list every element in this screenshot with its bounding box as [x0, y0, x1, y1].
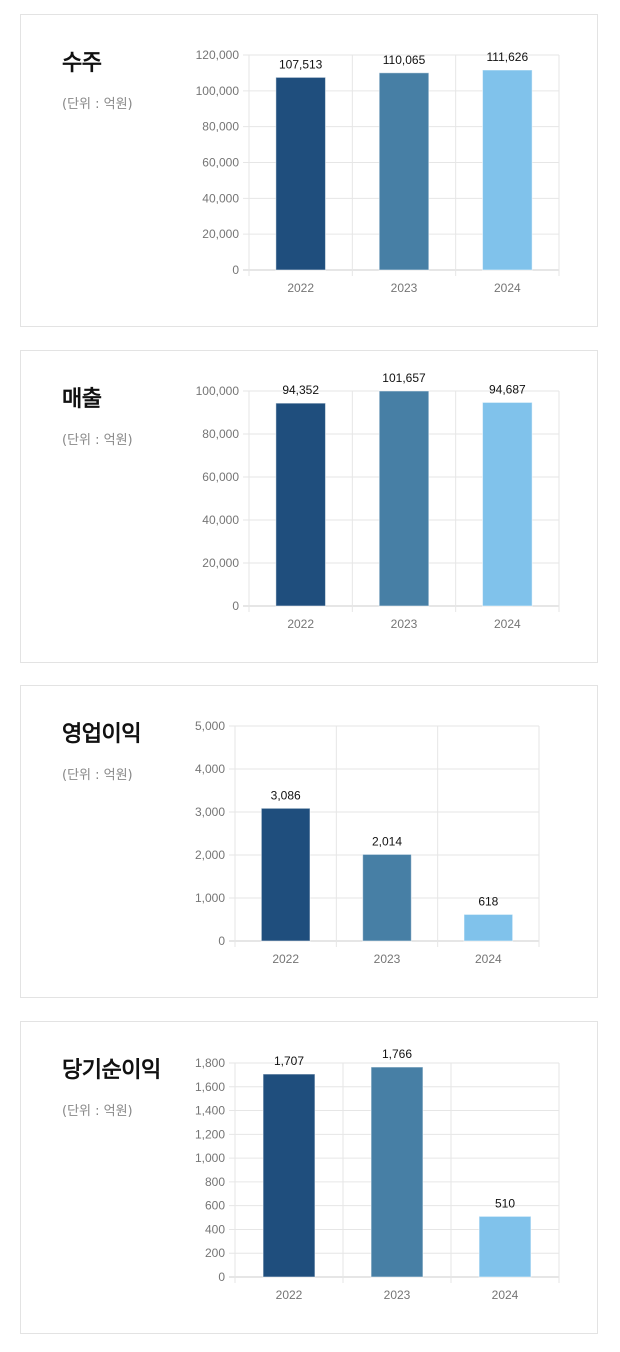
bar-value-label: 111,626 — [487, 50, 529, 64]
card-title: 매출 — [62, 387, 102, 412]
bar-value-label: 94,687 — [489, 382, 526, 396]
bar-value-label: 2,014 — [372, 834, 402, 848]
x-tick-label: 2024 — [494, 617, 521, 631]
y-tick-label: 1,800 — [195, 1056, 225, 1070]
bar-value-label: 618 — [478, 894, 498, 908]
y-tick-label: 100,000 — [196, 84, 240, 98]
bar-chart-sales: 0 20,000 40,000 60,000 80,000 100,000 94,352 20… — [196, 371, 560, 631]
bar-2023[interactable] — [370, 1066, 424, 1278]
bar-chart-operating-profit: 0 1,000 2,000 3,000 4,000 5,000 3,086 2022 2,014… — [195, 719, 540, 966]
bar-value-label: 3,086 — [271, 788, 301, 802]
bar-2022[interactable] — [275, 76, 326, 271]
bar-chart-orders: 0 20,000 40,000 60,000 80,000 100,000 120,000 1… — [196, 48, 560, 295]
y-tick-label: 1,600 — [195, 1080, 225, 1094]
y-tick-label: 200 — [205, 1246, 225, 1260]
y-tick-label: 40,000 — [202, 513, 239, 527]
bar-value-label: 110,065 — [383, 53, 426, 67]
y-tick-label: 80,000 — [202, 427, 239, 441]
y-tick-label: 800 — [205, 1175, 225, 1189]
y-tick-label: 600 — [205, 1199, 225, 1213]
y-tick-label: 20,000 — [202, 556, 239, 570]
bar-2024[interactable] — [482, 69, 533, 271]
x-tick-label: 2022 — [272, 952, 299, 966]
bar-2023[interactable] — [378, 72, 430, 271]
card-net-income: 당기순이익 (단위 : 억원) 0 200 400 600 800 1,000 1,200 1… — [20, 1021, 598, 1334]
y-tick-label: 120,000 — [196, 48, 240, 62]
x-tick-label: 2022 — [287, 281, 314, 295]
y-tick-label: 3,000 — [195, 805, 225, 819]
bar-value-label: 1,766 — [382, 1047, 412, 1061]
y-tick-label: 1,200 — [195, 1127, 225, 1141]
card-title: 영업이익 — [62, 722, 141, 747]
card-unit: (단위 : 억원) — [62, 433, 133, 448]
bar-value-label: 94,352 — [282, 383, 319, 397]
y-tick-label: 400 — [205, 1222, 225, 1236]
bar-chart-net-income: 0 200 400 600 800 1,000 1,200 1,400 1,600 1,800 1,… — [195, 1047, 560, 1302]
bar-value-label: 101,657 — [382, 371, 426, 385]
y-tick-label: 0 — [218, 1270, 225, 1284]
y-tick-label: 1,000 — [195, 891, 225, 905]
card-sales: 매출 (단위 : 억원) 0 20,000 40,000 60,000 80,000 10… — [20, 350, 598, 663]
card-unit: (단위 : 억원) — [62, 1104, 133, 1119]
card-title: 수주 — [62, 51, 102, 76]
y-tick-label: 100,000 — [196, 384, 240, 398]
x-tick-label: 2023 — [384, 1288, 411, 1302]
x-tick-label: 2023 — [391, 617, 418, 631]
x-tick-label: 2022 — [287, 617, 314, 631]
bar-2024[interactable] — [463, 913, 514, 942]
bar-value-label: 1,707 — [274, 1054, 304, 1068]
y-tick-label: 0 — [232, 599, 239, 613]
y-tick-label: 80,000 — [202, 120, 239, 134]
bar-2023[interactable] — [362, 853, 412, 942]
y-tick-label: 0 — [232, 263, 239, 277]
card-unit: (단위 : 억원) — [62, 768, 133, 783]
x-tick-label: 2022 — [276, 1288, 303, 1302]
bar-2022[interactable] — [275, 402, 326, 607]
y-tick-label: 60,000 — [202, 156, 239, 170]
y-tick-label: 4,000 — [195, 762, 225, 776]
y-tick-label: 1,000 — [195, 1151, 225, 1165]
bar-2024[interactable] — [478, 1215, 532, 1278]
card-title: 당기순이익 — [62, 1058, 161, 1083]
y-tick-label: 1,400 — [195, 1104, 225, 1118]
y-tick-label: 0 — [218, 934, 225, 948]
card-orders: 수주 (단위 : 억원) 0 20,000 40,000 60,000 80,000 10… — [20, 14, 598, 327]
y-tick-label: 5,000 — [195, 719, 225, 733]
x-tick-label: 2023 — [374, 952, 401, 966]
bar-2023[interactable] — [378, 390, 430, 607]
x-tick-label: 2023 — [391, 281, 418, 295]
y-tick-label: 2,000 — [195, 848, 225, 862]
card-unit: (단위 : 억원) — [62, 97, 133, 112]
y-tick-label: 20,000 — [202, 227, 239, 241]
x-tick-label: 2024 — [475, 952, 502, 966]
bar-2024[interactable] — [482, 401, 533, 607]
y-tick-label: 40,000 — [202, 191, 239, 205]
bar-value-label: 107,513 — [279, 57, 323, 71]
bar-2022[interactable] — [260, 807, 311, 942]
x-tick-label: 2024 — [494, 281, 521, 295]
card-operating-profit: 영업이익 (단위 : 억원) 0 1,000 2,000 3,000 4,000 5,00… — [20, 685, 598, 998]
bar-2022[interactable] — [262, 1073, 316, 1278]
x-tick-label: 2024 — [492, 1288, 519, 1302]
y-tick-label: 60,000 — [202, 470, 239, 484]
bar-value-label: 510 — [495, 1196, 515, 1210]
